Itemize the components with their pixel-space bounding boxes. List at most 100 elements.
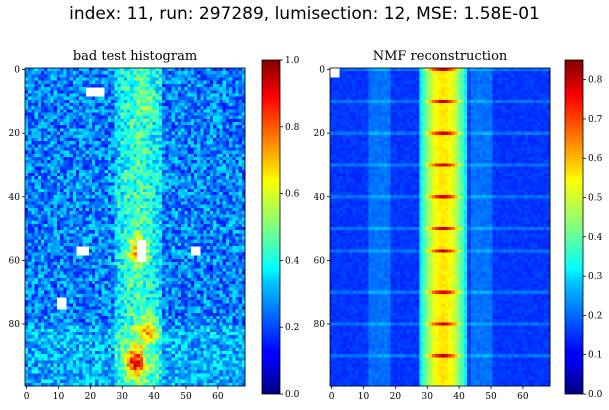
- left-heatmap-cell: [107, 102, 112, 107]
- left-heatmap-cell: [114, 147, 118, 151]
- left-heatmap-cell: [127, 176, 131, 180]
- left-heatmap-cell: [152, 293, 157, 298]
- left-heatmap-cell: [34, 195, 39, 199]
- left-heatmap-cell: [181, 137, 185, 142]
- left-heatmap-cell: [225, 93, 230, 97]
- left-heatmap-cell: [184, 102, 188, 107]
- left-heatmap-cell: [123, 141, 128, 145]
- left-heatmap-cell: [101, 249, 106, 253]
- left-heatmap-cell: [114, 287, 118, 291]
- left-heatmap-cell: [171, 169, 176, 174]
- left-heatmap-cell: [101, 137, 106, 142]
- left-heatmap-cell: [91, 198, 96, 202]
- left-heatmap-cell: [88, 188, 93, 193]
- left-heatmap-cell: [114, 74, 118, 78]
- left-heatmap-cell: [50, 112, 54, 116]
- left-heatmap-cell: [37, 172, 42, 177]
- left-heatmap-cell: [123, 68, 128, 72]
- left-heatmap-cell: [91, 233, 96, 237]
- left-heatmap-cell: [238, 274, 243, 279]
- left-heatmap-cell: [85, 112, 90, 116]
- left-heatmap-cell: [66, 198, 70, 202]
- left-heatmap-cell: [190, 261, 195, 266]
- left-heatmap-cell: [63, 128, 67, 132]
- left-heatmap-cell: [34, 169, 39, 174]
- left-heatmap-cell: [117, 211, 121, 215]
- left-heatmap-cell: [213, 134, 217, 139]
- left-heatmap-cell: [216, 68, 220, 72]
- left-heatmap-cell: [56, 137, 61, 142]
- left-heatmap-cell: [142, 172, 147, 177]
- left-heatmap-cell: [66, 157, 70, 161]
- left-heatmap-cell: [209, 252, 214, 256]
- left-heatmap-cell: [31, 128, 35, 132]
- left-heatmap-cell: [31, 166, 35, 171]
- left-heatmap-cell: [187, 249, 192, 253]
- left-heatmap-cell: [117, 87, 121, 91]
- left-heatmap-cell: [187, 255, 192, 260]
- left-heatmap-cell: [200, 77, 204, 82]
- left-heatmap-cell: [155, 179, 160, 183]
- left-heatmap-cell: [165, 277, 169, 282]
- left-heatmap-cell: [187, 137, 192, 142]
- left-heatmap-cell: [107, 277, 112, 282]
- left-heatmap-cell: [193, 281, 198, 285]
- left-heatmap-cell: [235, 246, 239, 250]
- left-heatmap-cell: [88, 179, 93, 183]
- left-heatmap-cell: [203, 233, 208, 237]
- left-heatmap-cell: [165, 68, 169, 72]
- left-heatmap-cell: [133, 134, 137, 139]
- left-heatmap-cell: [130, 281, 134, 285]
- left-heatmap-cell: [47, 147, 51, 151]
- left-heatmap-cell: [139, 150, 144, 155]
- left-heatmap-cell: [111, 242, 115, 247]
- left-heatmap-cell: [168, 147, 172, 151]
- left-heatmap-cell: [85, 230, 90, 234]
- left-heatmap-cell: [142, 106, 147, 110]
- left-heatmap-cell: [232, 258, 236, 263]
- left-heatmap-cell: [82, 192, 86, 196]
- left-heatmap-cell: [222, 227, 227, 231]
- left-heatmap-cell: [98, 102, 102, 107]
- left-heatmap-cell: [136, 99, 141, 104]
- left-heatmap-cell: [133, 83, 137, 88]
- left-heatmap-cell: [136, 185, 141, 190]
- left-heatmap-cell: [181, 160, 185, 164]
- left-heatmap-cell: [216, 242, 220, 247]
- left-heatmap-cell: [79, 217, 83, 221]
- left-heatmap-cell: [181, 252, 185, 256]
- left-heatmap-cell: [165, 131, 169, 136]
- left-heatmap-cell: [187, 118, 192, 123]
- left-heatmap-cell: [168, 268, 172, 272]
- left-heatmap-cell: [197, 68, 201, 72]
- left-heatmap-cell: [136, 115, 141, 120]
- left-heatmap-cell: [82, 160, 86, 164]
- left-heatmap-cell: [79, 93, 83, 97]
- left-heatmap-cell: [181, 131, 185, 136]
- left-heatmap-cell: [76, 106, 80, 110]
- left-heatmap-cell: [241, 239, 246, 244]
- left-heatmap-cell: [219, 293, 223, 298]
- left-heatmap-cell: [114, 281, 118, 285]
- left-heatmap-cell: [117, 74, 121, 78]
- left-heatmap-cell: [171, 131, 176, 136]
- left-heatmap-cell: [222, 80, 227, 85]
- left-heatmap-cell: [213, 255, 217, 260]
- left-heatmap-cell: [184, 80, 188, 85]
- left-heatmap-cell: [136, 118, 141, 123]
- left-heatmap-cell: [130, 192, 134, 196]
- left-heatmap-cell: [98, 141, 102, 145]
- left-heatmap-cell: [47, 249, 51, 253]
- left-heatmap-cell: [66, 131, 70, 136]
- left-heatmap-cell: [79, 157, 83, 161]
- left-heatmap-cell: [104, 157, 109, 161]
- left-heatmap-cell: [117, 227, 121, 231]
- left-heatmap-cell: [25, 115, 29, 120]
- left-heatmap-cell: [225, 163, 230, 167]
- left-heatmap-cell: [225, 207, 230, 212]
- left-heatmap-cell: [28, 239, 32, 244]
- left-heatmap-cell: [34, 141, 39, 145]
- left-heatmap-cell: [123, 147, 128, 151]
- left-heatmap-cell: [193, 122, 198, 126]
- left-heatmap-cell: [88, 255, 93, 260]
